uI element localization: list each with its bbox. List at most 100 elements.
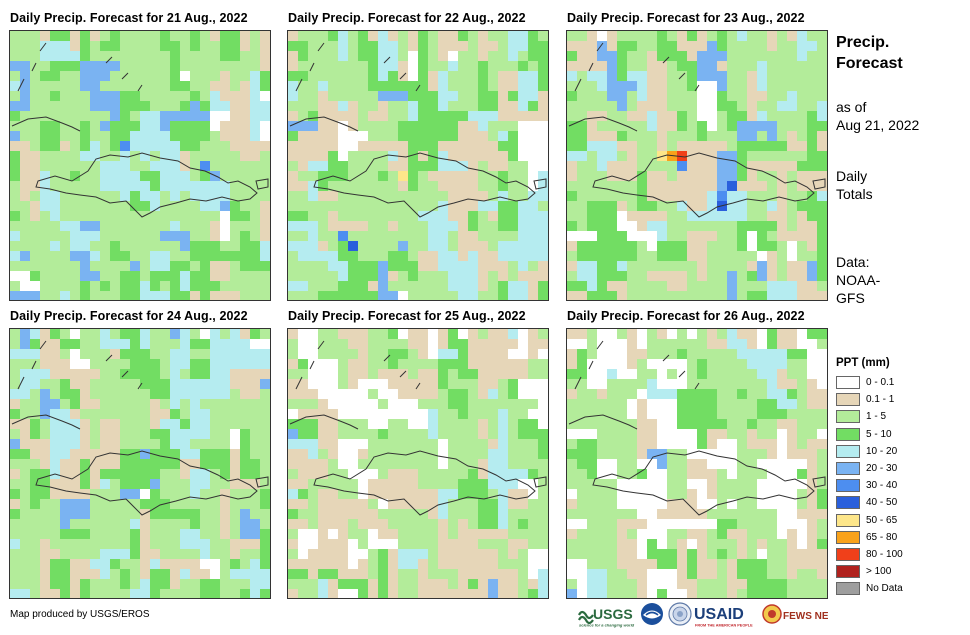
puerto-rico-outline (533, 178, 547, 190)
legend-title: PPT (mm) (836, 357, 890, 369)
legend-label: 65 - 80 (866, 531, 898, 543)
coastline-outline (11, 340, 143, 430)
hispaniola-outline (592, 450, 815, 516)
logos-strip: USGS science for a changing world USAID … (578, 602, 835, 630)
heavy-rain-cell (338, 231, 348, 241)
panel-title-21: Daily Precip. Forecast for 21 Aug., 2022 (10, 11, 248, 25)
map-panel-22 (287, 30, 549, 301)
data-source-line2: GFS (836, 290, 865, 306)
usgs-logo-mark: USGS science for a changing world (578, 606, 635, 628)
map-svg-23 (567, 31, 827, 300)
legend-label: 80 - 100 (866, 549, 903, 560)
legend-swatch (836, 427, 860, 441)
side-title: Precip. Forecast (836, 32, 956, 74)
as-of-block: as of Aug 21, 2022 (836, 98, 919, 134)
heavy-rain-cell (717, 191, 727, 201)
legend-label: 50 - 65 (866, 514, 898, 526)
legend-swatch (836, 479, 860, 493)
precip-raster (10, 31, 270, 300)
noaa-logo (640, 602, 664, 628)
puerto-rico-outline (812, 178, 826, 190)
legend-swatch (836, 565, 860, 579)
panel-title-22: Daily Precip. Forecast for 22 Aug., 2022 (288, 11, 526, 25)
legend-swatch (836, 462, 860, 475)
coastline-outline (568, 340, 700, 430)
totals-label: Totals (836, 186, 873, 202)
data-label: Data: (836, 254, 870, 270)
usaid-tagline: FROM THE AMERICAN PEOPLE (695, 624, 753, 628)
legend-label: 40 - 50 (866, 497, 898, 509)
legend-swatch (836, 582, 860, 596)
panel-title-23: Daily Precip. Forecast for 23 Aug., 2022 (567, 11, 805, 25)
legend-swatch (836, 410, 860, 424)
usaid-logo-mark: USAID FROM THE AMERICAN PEOPLE (694, 606, 753, 628)
precip-raster (10, 329, 270, 598)
noaa-logo-mark (641, 603, 663, 625)
hispaniola-outline (35, 450, 258, 516)
data-source-block: Data: NOAA- GFS (836, 253, 880, 307)
legend-swatch (836, 444, 860, 458)
coastline-outline (289, 340, 421, 430)
legend-label: 20 - 30 (866, 463, 898, 474)
precip-raster (288, 329, 548, 598)
usaid-logo-text: USAID (694, 606, 744, 623)
coastline-outline (568, 42, 700, 132)
precip-raster (567, 31, 827, 300)
dos-seal (668, 602, 692, 628)
usgs-logo-text: USGS (593, 606, 633, 622)
side-title-line2: Forecast (836, 55, 903, 72)
panel-title-25: Daily Precip. Forecast for 25 Aug., 2022 (288, 309, 526, 323)
legend-label: 1 - 5 (866, 411, 887, 423)
heavy-rain-cell (140, 449, 150, 459)
coastline-outline (11, 42, 143, 132)
map-panel-25 (287, 328, 549, 599)
hispaniola-outline (313, 152, 536, 218)
legend-swatch (836, 513, 860, 527)
legend-label: 10 - 20 (866, 445, 898, 457)
data-source-line1: NOAA- (836, 272, 881, 288)
legend-label: > 100 (866, 566, 892, 578)
usgs-logo: USGS science for a changing world (578, 602, 636, 628)
panel-title-24: Daily Precip. Forecast for 24 Aug., 2022 (10, 309, 248, 323)
coastline-outline (289, 42, 421, 132)
heavy-rain-cell (200, 161, 210, 171)
legend-swatch (836, 496, 860, 510)
panel-title-26: Daily Precip. Forecast for 26 Aug., 2022 (567, 309, 805, 323)
map-panel-24 (9, 328, 271, 599)
map-svg-21 (10, 31, 270, 300)
legend-swatch (836, 530, 860, 544)
puerto-rico-outline (812, 476, 826, 488)
heavy-rain-cell (677, 161, 687, 171)
legend-swatch (836, 393, 860, 407)
map-svg-26 (567, 329, 827, 598)
map-svg-22 (288, 31, 548, 300)
map-panel-21 (9, 30, 271, 301)
heavy-rain-cell (150, 479, 160, 489)
usgs-tagline: science for a changing world (579, 623, 635, 628)
legend-label: 0 - 0.1 (866, 377, 895, 388)
heavy-rain-cell (398, 171, 408, 181)
heavy-rain-cell (348, 241, 358, 251)
credit-text: Map produced by USGS/EROS (10, 609, 150, 620)
map-svg-25 (288, 329, 548, 598)
daily-label: Daily (836, 168, 868, 184)
heavy-rain-cell (677, 151, 687, 161)
fews-net-logo-text: FEWS NET (783, 611, 828, 622)
usaid-logo: USAID FROM THE AMERICAN PEOPLE (694, 602, 760, 628)
hispaniola-outline (35, 152, 258, 218)
puerto-rico-outline (255, 476, 269, 488)
as-of-date: Aug 21, 2022 (836, 117, 920, 133)
legend-label: No Data (866, 583, 903, 595)
heavy-rain-cell (727, 181, 737, 191)
precip-raster (567, 329, 827, 598)
as-of-label: as of (836, 99, 867, 115)
map-panel-26 (566, 328, 828, 599)
puerto-rico-outline (255, 178, 269, 190)
daily-totals-block: Daily Totals (836, 167, 873, 203)
dos-seal-mark (668, 602, 692, 626)
fews-net-logo-mark: FEWS NET (762, 604, 835, 624)
map-panel-23 (566, 30, 828, 301)
side-title-line1: Precip. (836, 34, 890, 51)
legend-swatch (836, 376, 860, 389)
puerto-rico-outline (533, 476, 547, 488)
